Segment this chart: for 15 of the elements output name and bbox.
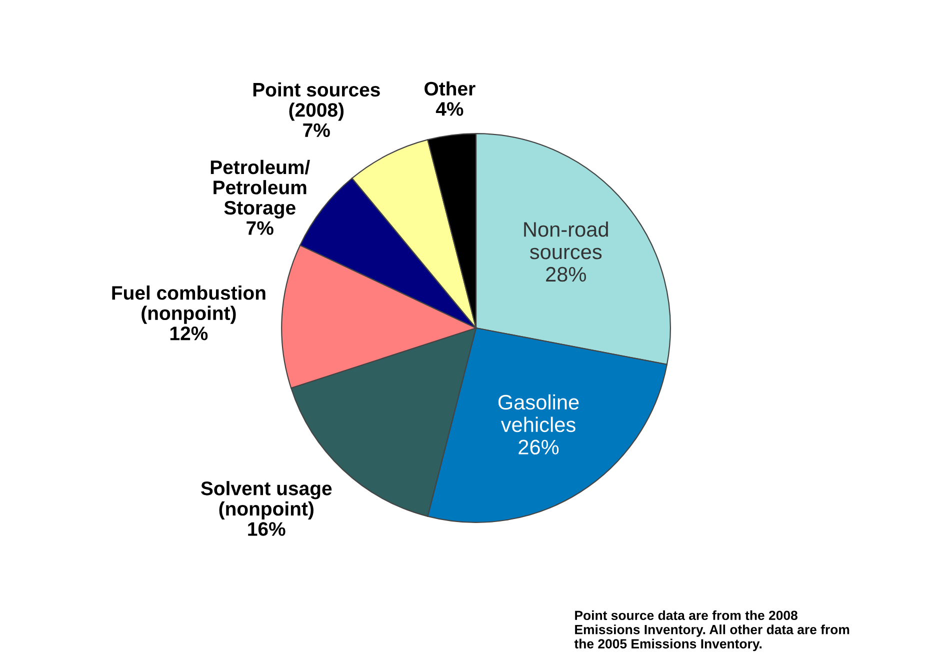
slice-label: Gasoline vehicles: [498, 394, 579, 432]
slice-label: Point sources (2008): [253, 82, 380, 121]
slice-label: Petroleum/ Petroleum Storage: [210, 160, 310, 219]
data-label: 26%: [518, 440, 559, 455]
slice-label: Other: [424, 81, 476, 96]
slice-label: Fuel combustion (nonpoint): [112, 286, 266, 324]
slice-label: Non-road sources: [524, 222, 608, 260]
data-label: 4%: [436, 102, 464, 116]
text: Point source data are from the 2008 Emissions Inventory. All other data are from the 2005 Emissions Inventory.: [574, 610, 850, 652]
data-label: 7%: [303, 123, 330, 138]
data-label: 16%: [248, 522, 286, 536]
slice-label: Solvent usage (nonpoint): [201, 481, 332, 520]
data-label: 7%: [246, 221, 274, 235]
data-label: 12%: [170, 326, 208, 340]
data-label: 28%: [546, 266, 586, 282]
